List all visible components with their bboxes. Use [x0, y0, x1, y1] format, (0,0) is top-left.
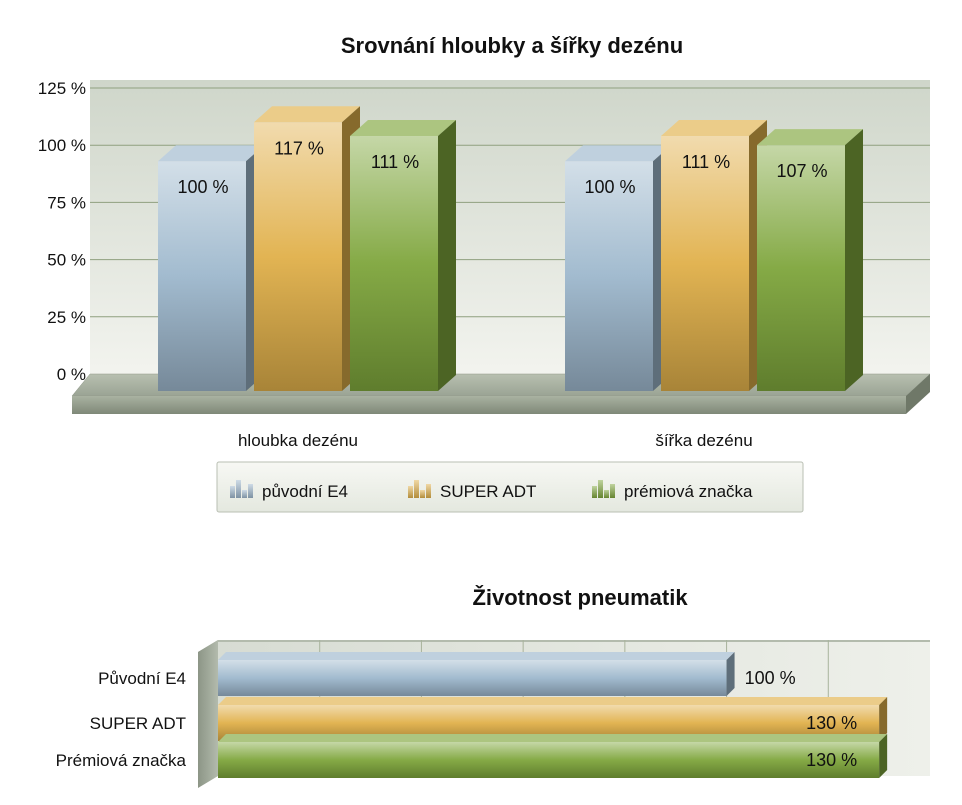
y-tick-label: Prémiová značka — [56, 751, 187, 770]
bar: 100 % — [158, 145, 264, 391]
legend-bar-icon — [592, 480, 615, 498]
bar-front — [565, 161, 653, 391]
chart1-floor-side — [906, 374, 930, 414]
legend-item: původní E4 — [230, 480, 348, 501]
bar: 130 % — [218, 734, 888, 778]
bar-top — [254, 106, 360, 123]
bar-front — [218, 742, 880, 778]
bar: 100 % — [218, 652, 796, 696]
bar-side — [438, 120, 456, 392]
x-tick-label: šířka dezénu — [655, 431, 752, 450]
chart1-x-axis: hloubka dezénu šířka dezénu — [238, 431, 753, 450]
chart1-y-axis: 0 % 25 % 50 % 75 % 100 % 125 % — [38, 79, 86, 384]
legend-label: původní E4 — [262, 482, 348, 501]
bar-front — [218, 660, 727, 696]
legend-frame — [216, 461, 804, 513]
bar-value-label: 117 % — [274, 138, 324, 158]
bar-value-label: 100 % — [745, 668, 796, 688]
legend-label: SUPER ADT — [440, 482, 536, 501]
bar-top — [757, 129, 863, 146]
bar-value-label: 107 % — [776, 161, 827, 181]
chart2-bars: 100 % 130 % 130 % — [218, 652, 888, 778]
bar-side — [879, 734, 888, 778]
bar-front — [350, 136, 438, 391]
chart1-floor-front — [72, 396, 906, 414]
chart2-left-wall — [198, 640, 218, 788]
bar-value-label: 130 % — [806, 750, 857, 770]
chart2-title: Životnost pneumatik — [472, 585, 688, 610]
bar: 100 % — [565, 145, 671, 391]
bar-side — [845, 129, 863, 391]
bar-front — [661, 136, 749, 391]
y-tick-label: Původní E4 — [98, 669, 186, 688]
y-tick-label: SUPER ADT — [90, 714, 186, 733]
bar-top — [218, 734, 888, 742]
bar-value-label: 130 % — [806, 713, 857, 733]
bar-front — [757, 145, 845, 391]
chart1-legend: původní E4 SUPER ADT prémiová značka — [216, 461, 804, 513]
legend-label: prémiová značka — [624, 482, 753, 501]
bar-top — [218, 697, 888, 705]
bar-value-label: 111 % — [371, 152, 419, 172]
legend-bar-icon — [230, 480, 253, 498]
chart2-top-wall — [198, 640, 930, 652]
legend-bar-icon — [408, 480, 431, 498]
bar: 111 % — [661, 120, 767, 392]
bar-value-label: 111 % — [682, 152, 730, 172]
y-tick-label: 125 % — [38, 79, 86, 98]
y-tick-label: 75 % — [47, 193, 86, 212]
legend-item: SUPER ADT — [408, 480, 536, 501]
bar: 107 % — [757, 129, 863, 391]
legend-item: prémiová značka — [592, 480, 753, 501]
bar-top — [218, 652, 735, 660]
y-tick-label: 100 % — [38, 136, 86, 155]
bar-top — [661, 120, 767, 137]
bar-side — [879, 697, 888, 741]
y-tick-label: 25 % — [47, 308, 86, 327]
bar-front — [254, 122, 342, 391]
bar-side — [726, 652, 735, 696]
bar-top — [565, 145, 671, 162]
chart1-title: Srovnání hloubky a šířky dezénu — [341, 33, 683, 58]
bar-top — [158, 145, 264, 162]
bar-front — [158, 161, 246, 391]
bar: 117 % — [254, 106, 360, 391]
bar-value-label: 100 % — [584, 177, 635, 197]
chart2-y-axis: Původní E4 SUPER ADT Prémiová značka — [56, 669, 187, 770]
bar-value-label: 100 % — [177, 177, 228, 197]
bar-top — [350, 120, 456, 137]
y-tick-label: 50 % — [47, 251, 86, 270]
bar: 111 % — [350, 120, 456, 392]
x-tick-label: hloubka dezénu — [238, 431, 358, 450]
chart1-bars: 100 % 117 % 111 % 100 % 111 % 107 % — [158, 106, 863, 392]
y-tick-label: 0 % — [57, 365, 86, 384]
